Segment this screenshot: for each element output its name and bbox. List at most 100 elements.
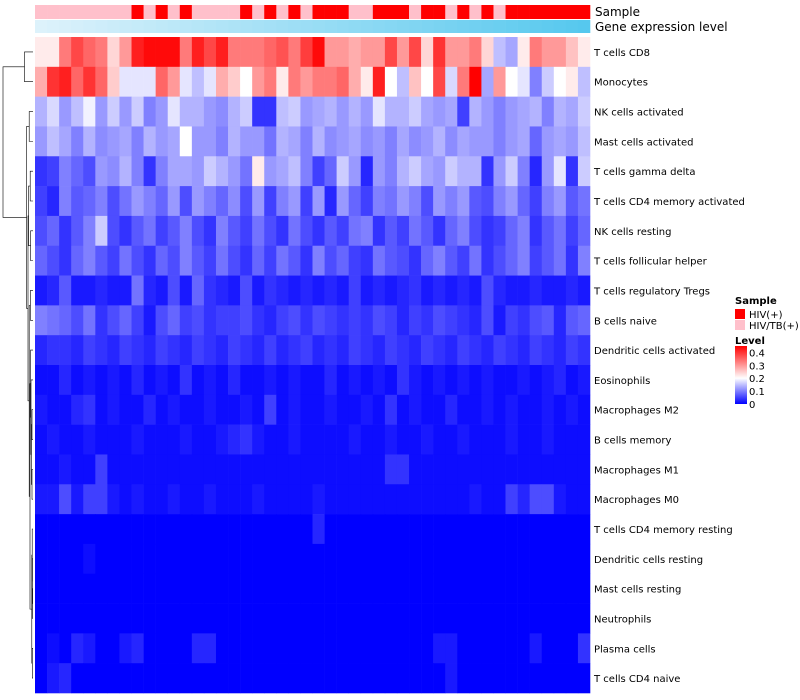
heatmap-cell — [155, 365, 169, 396]
heatmap-cell — [179, 543, 193, 575]
heatmap-cell — [35, 424, 48, 455]
heatmap-cell — [396, 335, 410, 366]
heatmap-cell — [505, 305, 518, 336]
heatmap-cell — [324, 663, 337, 694]
heatmap-cell — [228, 603, 241, 634]
annotation-gene-level-cell — [203, 20, 217, 33]
annotation-sample-cell — [493, 5, 506, 19]
row-label: Neutrophils — [594, 614, 651, 625]
heatmap-cell — [191, 394, 205, 425]
heatmap-cell — [517, 573, 530, 604]
heatmap-cell — [264, 543, 277, 575]
heatmap-cell — [119, 454, 132, 485]
heatmap-cell — [264, 454, 277, 485]
annotation-sample-cell — [264, 5, 277, 19]
heatmap-cell — [191, 245, 205, 276]
heatmap-cell — [83, 275, 96, 306]
heatmap-cell — [143, 454, 156, 485]
heatmap-cell — [445, 663, 458, 694]
heatmap-cell — [517, 305, 530, 336]
heatmap-cell — [35, 245, 48, 276]
heatmap-cell — [240, 394, 253, 425]
heatmap-cell — [191, 573, 205, 604]
heatmap-cell — [35, 126, 48, 157]
heatmap-cell — [264, 126, 277, 157]
heatmap-cell — [505, 394, 518, 425]
heatmap-cell — [481, 573, 494, 604]
heatmap-cell — [179, 37, 193, 68]
heatmap-cell — [336, 186, 349, 217]
heatmap-cell — [264, 514, 277, 545]
heatmap-cell — [445, 215, 458, 247]
heatmap-cell — [372, 96, 386, 127]
heatmap-cell — [396, 156, 410, 187]
heatmap-cell — [252, 633, 265, 664]
heatmap-cell — [529, 245, 543, 276]
heatmap-cell — [396, 394, 410, 425]
heatmap-cell — [203, 484, 217, 515]
heatmap-cell — [203, 186, 217, 217]
heatmap-cell — [47, 156, 60, 187]
heatmap-cell — [35, 603, 48, 634]
heatmap-cell — [119, 603, 132, 634]
heatmap-cell — [372, 424, 386, 455]
heatmap-cell — [35, 514, 48, 545]
heatmap-cell — [457, 66, 470, 97]
heatmap-cell — [47, 66, 60, 97]
heatmap-cell — [83, 633, 96, 664]
heatmap-cell — [372, 633, 386, 664]
heatmap-cell — [481, 454, 494, 485]
heatmap-cell — [312, 633, 325, 664]
heatmap-cell — [445, 365, 458, 396]
heatmap-cell — [215, 365, 229, 396]
row-label: Monocytes — [594, 78, 648, 89]
heatmap-cell — [409, 424, 422, 455]
heatmap-cell — [155, 66, 169, 97]
heatmap-cell — [167, 96, 181, 127]
heatmap-cell — [240, 543, 253, 575]
heatmap-cell — [541, 335, 555, 366]
heatmap-cell — [276, 66, 289, 97]
heatmap-cell — [83, 37, 96, 68]
heatmap-cell — [421, 186, 434, 217]
heatmap-cell — [348, 603, 362, 634]
heatmap-cell — [119, 514, 132, 545]
heatmap-cell — [95, 394, 108, 425]
annotation-gene-level-cell — [565, 20, 579, 33]
heatmap-cell — [107, 215, 120, 247]
heatmap-cell — [155, 424, 169, 455]
annotation-gene-level-cell — [324, 20, 337, 33]
heatmap-cell — [457, 454, 470, 485]
heatmap-cell — [372, 126, 386, 157]
heatmap-cell — [372, 305, 386, 336]
heatmap-cell — [191, 156, 205, 187]
annotation-gene-level-cell — [384, 20, 398, 33]
heatmap-cell — [409, 335, 422, 366]
heatmap-cell — [35, 66, 48, 97]
heatmap-cell — [517, 66, 530, 97]
heatmap-cell — [276, 484, 289, 515]
heatmap-cell — [493, 96, 506, 127]
heatmap-cell — [288, 663, 301, 694]
heatmap-cell — [155, 186, 169, 217]
heatmap-cell — [191, 484, 205, 515]
heatmap-cell — [577, 215, 591, 247]
heatmap-cell — [47, 633, 60, 664]
heatmap-cell — [445, 573, 458, 604]
heatmap-cell — [348, 424, 362, 455]
heatmap-cell — [457, 424, 470, 455]
heatmap-cell — [372, 484, 386, 515]
heatmap-cell — [384, 37, 398, 68]
annotation-sample-cell — [409, 5, 422, 19]
heatmap-cell — [155, 573, 169, 604]
heatmap-cell — [119, 543, 132, 575]
heatmap-cell — [143, 514, 156, 545]
heatmap-cell — [360, 603, 374, 634]
heatmap-cell — [131, 543, 144, 575]
heatmap-cell — [203, 335, 217, 366]
heatmap-cell — [469, 37, 482, 68]
heatmap-cell — [228, 543, 241, 575]
heatmap-cell — [167, 66, 181, 97]
heatmap-cell — [324, 126, 337, 157]
heatmap-cell — [71, 186, 84, 217]
